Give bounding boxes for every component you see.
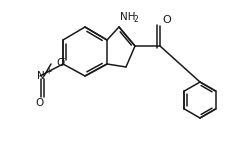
Text: +: +	[46, 66, 52, 76]
Text: O: O	[56, 59, 64, 69]
Text: 2: 2	[134, 15, 138, 24]
Text: O: O	[35, 98, 43, 108]
Text: NH: NH	[120, 12, 136, 22]
Text: N: N	[37, 71, 45, 81]
Text: -: -	[62, 54, 65, 63]
Text: O: O	[162, 15, 171, 25]
